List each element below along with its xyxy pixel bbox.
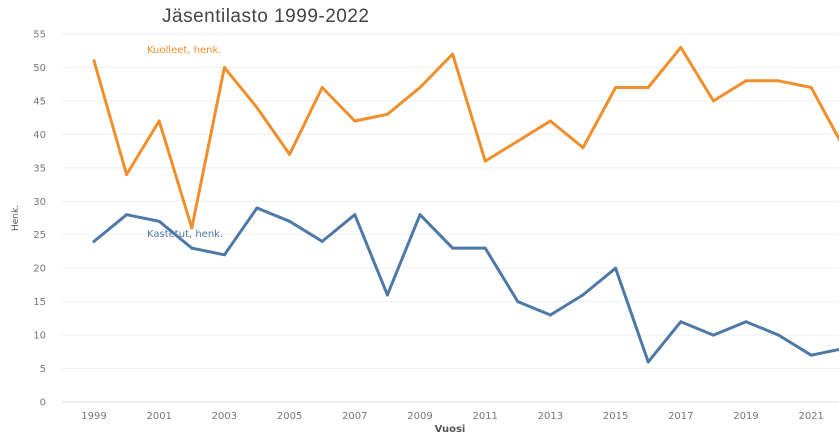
data-point [92, 239, 96, 243]
y-tick-label: 30 [33, 197, 46, 208]
data-point [581, 146, 585, 150]
x-tick-label: 2015 [603, 411, 628, 422]
data-point [255, 206, 259, 210]
y-axis: 0 5 10 15 20 25 30 35 40 45 50 55 [33, 30, 46, 409]
data-point [777, 79, 781, 83]
chart-title: Jäsentilasto 1999-2022 [162, 6, 369, 27]
y-tick-label: 10 [33, 331, 46, 342]
data-point [679, 45, 683, 49]
data-point [614, 86, 618, 90]
data-point [516, 139, 520, 143]
data-point [711, 99, 715, 103]
series-lines [92, 45, 839, 364]
y-tick-label: 5 [40, 364, 46, 375]
series-line [92, 206, 839, 364]
data-point [418, 213, 422, 217]
data-point [679, 320, 683, 324]
data-point [320, 239, 324, 243]
data-point [548, 313, 552, 317]
data-point [744, 79, 748, 83]
series-line [92, 45, 839, 230]
data-point [353, 119, 357, 123]
data-point [157, 219, 161, 223]
data-point [125, 213, 129, 217]
x-tick-label: 2019 [733, 411, 758, 422]
data-point [516, 300, 520, 304]
data-point [744, 320, 748, 324]
x-axis-title: Vuosi [435, 424, 466, 434]
y-tick-label: 15 [33, 297, 46, 308]
data-point [222, 253, 226, 257]
x-tick-label: 2007 [342, 411, 367, 422]
data-point [777, 333, 781, 337]
data-point [288, 219, 292, 223]
x-tick-label: 2013 [538, 411, 563, 422]
data-point [353, 213, 357, 217]
data-point [483, 159, 487, 163]
data-point [288, 152, 292, 156]
x-tick-label: 2001 [146, 411, 171, 422]
y-tick-label: 55 [33, 30, 46, 41]
series-label: Kuolleet, henk. [147, 45, 221, 56]
data-point [451, 52, 455, 56]
data-point [548, 119, 552, 123]
y-tick-label: 45 [33, 96, 46, 107]
x-tick-label: 2003 [212, 411, 237, 422]
data-point [809, 86, 813, 90]
data-point [483, 246, 487, 250]
y-tick-label: 40 [33, 130, 46, 141]
data-point [451, 246, 455, 250]
y-tick-label: 25 [33, 230, 46, 241]
y-tick-label: 0 [40, 398, 46, 409]
x-tick-label: 2011 [472, 411, 497, 422]
data-point [190, 246, 194, 250]
series-group [92, 206, 839, 364]
data-point [711, 333, 715, 337]
y-axis-title: Henk. [11, 205, 21, 231]
data-point [646, 360, 650, 364]
data-point [385, 293, 389, 297]
x-tick-label: 2009 [407, 411, 432, 422]
x-tick-label: 2005 [277, 411, 302, 422]
data-point [125, 173, 129, 177]
data-point [157, 119, 161, 123]
x-tick-label: 2017 [668, 411, 693, 422]
series-labels: Kuolleet, henk. Kastetut, henk. [147, 45, 223, 240]
x-tick-label: 1999 [81, 411, 106, 422]
y-tick-label: 50 [33, 63, 46, 74]
y-tick-label: 20 [33, 264, 46, 275]
x-axis: 1999 2001 2003 2005 2007 2009 2011 2013 2015 2017… [81, 411, 824, 422]
data-point [646, 86, 650, 90]
x-tick-label: 2021 [798, 411, 823, 422]
data-point [222, 65, 226, 69]
gridlines [62, 33, 839, 403]
data-point [385, 112, 389, 116]
data-point [190, 226, 194, 230]
y-tick-label: 35 [33, 163, 46, 174]
data-point [320, 86, 324, 90]
data-point [581, 293, 585, 297]
data-point [809, 353, 813, 357]
data-point [92, 59, 96, 63]
series-group [92, 45, 839, 230]
data-point [255, 106, 259, 110]
series-label: Kastetut, henk. [147, 229, 223, 240]
data-point [418, 86, 422, 90]
data-point [614, 266, 618, 270]
